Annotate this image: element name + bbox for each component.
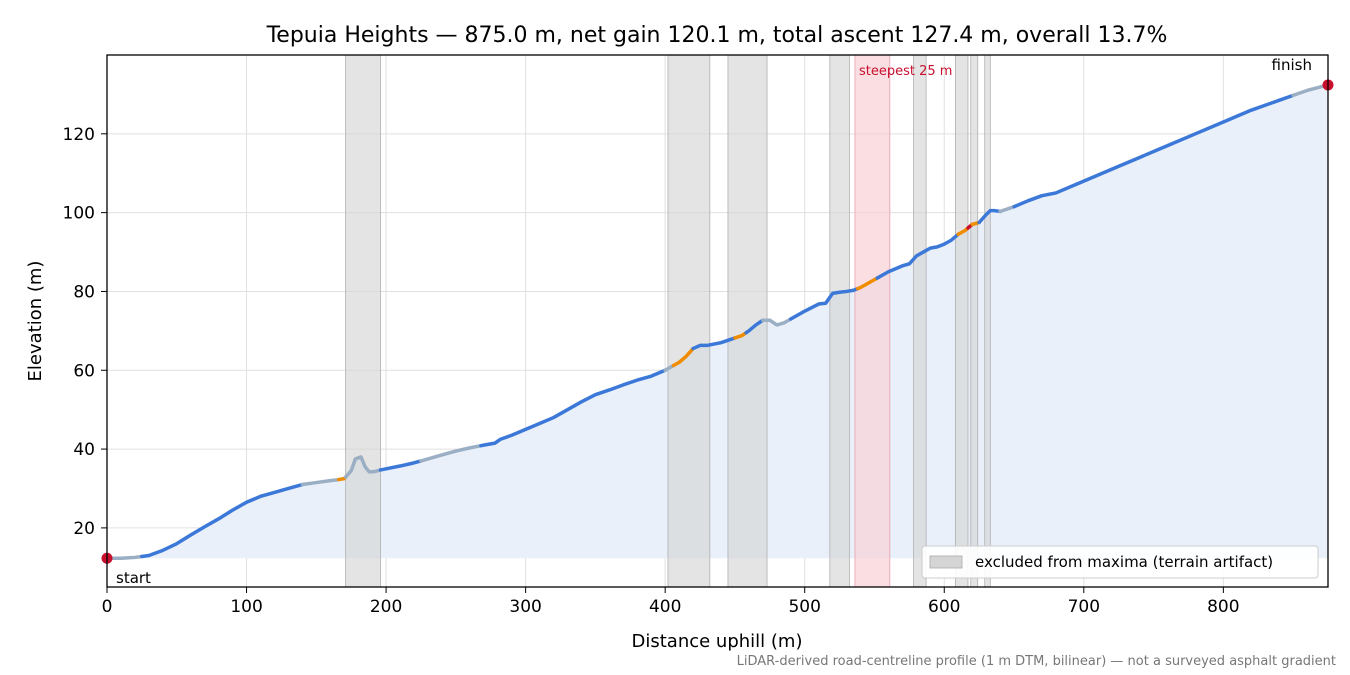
profile-segment-normal: [789, 286, 860, 321]
start-annotation: start: [116, 569, 151, 587]
y-tick-label: 100: [63, 204, 95, 224]
profile-line: [105, 83, 1330, 560]
x-tick-label: 800: [1207, 597, 1239, 617]
profile-segment-normal: [140, 482, 305, 559]
y-tick-label: 40: [73, 440, 95, 460]
profile-segment-normal: [875, 232, 960, 280]
profile-segment-gentle: [1291, 83, 1330, 98]
profile-segment-normal: [1012, 93, 1295, 209]
x-tick-label: 100: [230, 597, 262, 617]
footnote: LiDAR-derived road-centreline profile (1…: [737, 654, 1336, 669]
x-tick-label: 0: [102, 597, 113, 617]
profile-segment-moderate: [671, 346, 695, 368]
x-tick-label: 600: [928, 597, 960, 617]
excluded-band: [667, 54, 711, 588]
plot-frame: [106, 54, 1329, 588]
legend-label: excluded from maxima (terrain artifact): [975, 553, 1273, 571]
excluded-band: [955, 54, 969, 588]
profile-segment-normal: [479, 368, 667, 448]
x-tick-label: 300: [509, 597, 541, 617]
x-axis-ticks: 0 100 200 300 400 500 600 700 800: [102, 587, 1240, 617]
x-tick-label: 500: [788, 597, 820, 617]
legend-swatch: [929, 555, 963, 569]
x-tick-label: 700: [1068, 597, 1100, 617]
profile-segment-normal: [691, 336, 737, 351]
profile-segment-gentle: [998, 204, 1016, 214]
legend: excluded from maxima (terrain artifact): [921, 545, 1319, 579]
legend-box: [921, 545, 1319, 579]
y-axis-ticks: 20 40 60 80 100 120: [63, 125, 107, 539]
y-tick-label: 80: [73, 282, 95, 302]
x-axis-label: Distance uphill (m): [632, 631, 803, 652]
excluded-band: [829, 54, 850, 588]
steepest-annotation: steepest 25 m: [859, 64, 952, 79]
profile-segment-gentle: [343, 455, 383, 479]
y-tick-label: 60: [73, 361, 95, 381]
y-axis-label: Elevation (m): [25, 261, 46, 382]
profile-segment-gentle: [761, 317, 793, 327]
excluded-band: [970, 54, 979, 588]
x-tick-label: 400: [649, 597, 681, 617]
excluded-band: [984, 54, 991, 588]
x-tick-label: 200: [370, 597, 402, 617]
profile-segment-normal: [744, 318, 765, 335]
chart-title: Tepuia Heights — 875.0 m, net gain 120.1…: [266, 23, 1168, 48]
y-tick-label: 20: [73, 519, 95, 539]
finish-annotation: finish: [1272, 56, 1312, 74]
excluded-band: [913, 54, 927, 588]
profile-segment-normal: [378, 459, 423, 472]
profile-segment-gentle: [419, 443, 483, 463]
profile-segment-gentle: [105, 554, 144, 560]
steepest-band: [854, 54, 891, 588]
excluded-bands: [345, 54, 991, 588]
excluded-band: [345, 54, 381, 588]
y-tick-label: 120: [63, 125, 95, 145]
profile-segment-normal: [977, 208, 1002, 225]
